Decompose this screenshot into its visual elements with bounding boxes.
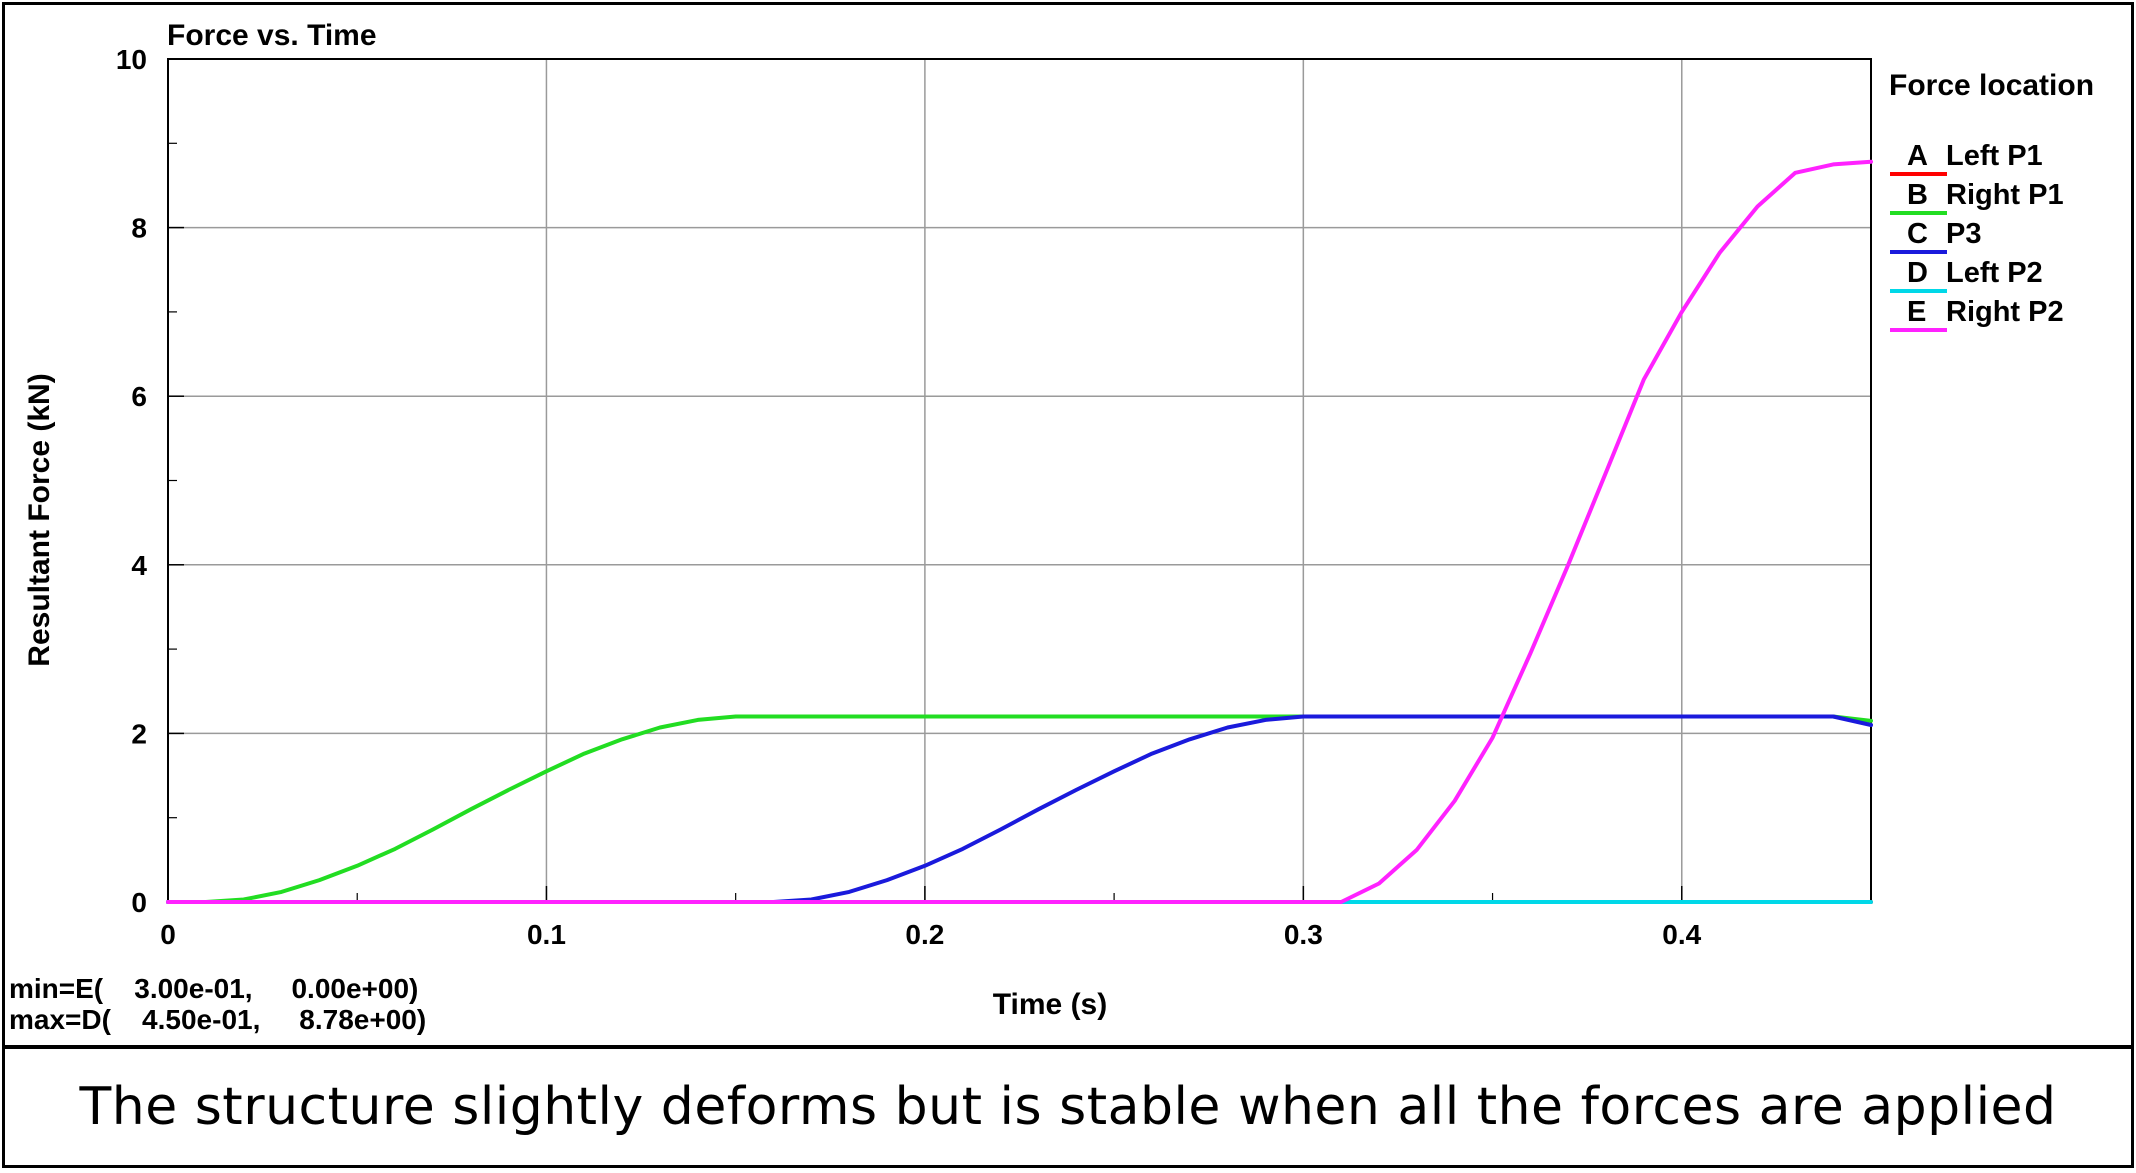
legend: A Left P1 B Right P1 C P3 D Left P2 E Right P2	[1890, 140, 2064, 332]
legend-item-right-p2: E Right P2	[1890, 296, 2064, 332]
series-line-p3	[166, 714, 1873, 904]
y-axis-label: Resultant Force (kN)	[23, 373, 56, 666]
x-tick-label: 0.3	[1284, 919, 1323, 950]
legend-label: Left P1	[1946, 140, 2043, 172]
y-tick-label: 4	[131, 550, 147, 581]
legend-letter: B	[1907, 179, 1928, 211]
legend-label: Right P2	[1946, 296, 2064, 328]
x-tick-label: 0.2	[905, 919, 944, 950]
legend-item-p3: C P3	[1890, 218, 1981, 254]
chart-panel: 0 0.1 0.2 0.3 0.4 0 2 4 6 8 10 Force vs. Time Time…	[5, 5, 2131, 1047]
legend-item-left-p1: A Left P1	[1890, 140, 2043, 176]
legend-letter: E	[1907, 296, 1926, 328]
legend-title: Force location	[1889, 69, 2094, 102]
series-line-right-p1	[166, 714, 1873, 904]
y-tick-label: 6	[131, 381, 147, 412]
legend-letter: C	[1907, 218, 1928, 250]
grid	[168, 59, 1871, 902]
series-line-right-p2	[166, 159, 1873, 904]
legend-label: Right P1	[1946, 179, 2064, 211]
x-axis-label: Time (s)	[993, 988, 1107, 1021]
caption-divider	[5, 1045, 2131, 1049]
force-vs-time-chart: 0 0.1 0.2 0.3 0.4 0 2 4 6 8 10 Force vs. Time Time…	[9, 19, 2094, 1035]
y-tick-label: 8	[131, 213, 147, 244]
x-tick-label: 0	[160, 919, 176, 950]
series-lines	[166, 159, 1873, 904]
y-tick-label: 10	[116, 44, 147, 75]
legend-item-right-p1: B Right P1	[1890, 179, 2064, 215]
chart-title: Force vs. Time	[167, 19, 377, 52]
max-annotation: max=D( 4.50e-01, 8.78e+00)	[9, 1004, 426, 1035]
plot-border	[167, 58, 1872, 903]
caption-text: The structure slightly deforms but is st…	[79, 1077, 2057, 1137]
legend-label: Left P2	[1946, 257, 2043, 289]
legend-item-left-p2: D Left P2	[1890, 257, 2043, 293]
min-annotation: min=E( 3.00e-01, 0.00e+00)	[9, 973, 418, 1004]
legend-letter: D	[1907, 257, 1928, 289]
axis-ticks: 0 0.1 0.2 0.3 0.4 0 2 4 6 8 10	[116, 44, 1702, 950]
y-tick-label: 0	[131, 887, 147, 918]
legend-label: P3	[1946, 218, 1981, 250]
legend-letter: A	[1907, 140, 1928, 172]
x-tick-label: 0.1	[527, 919, 566, 950]
x-tick-label: 0.4	[1662, 919, 1701, 950]
y-tick-label: 2	[131, 718, 147, 749]
